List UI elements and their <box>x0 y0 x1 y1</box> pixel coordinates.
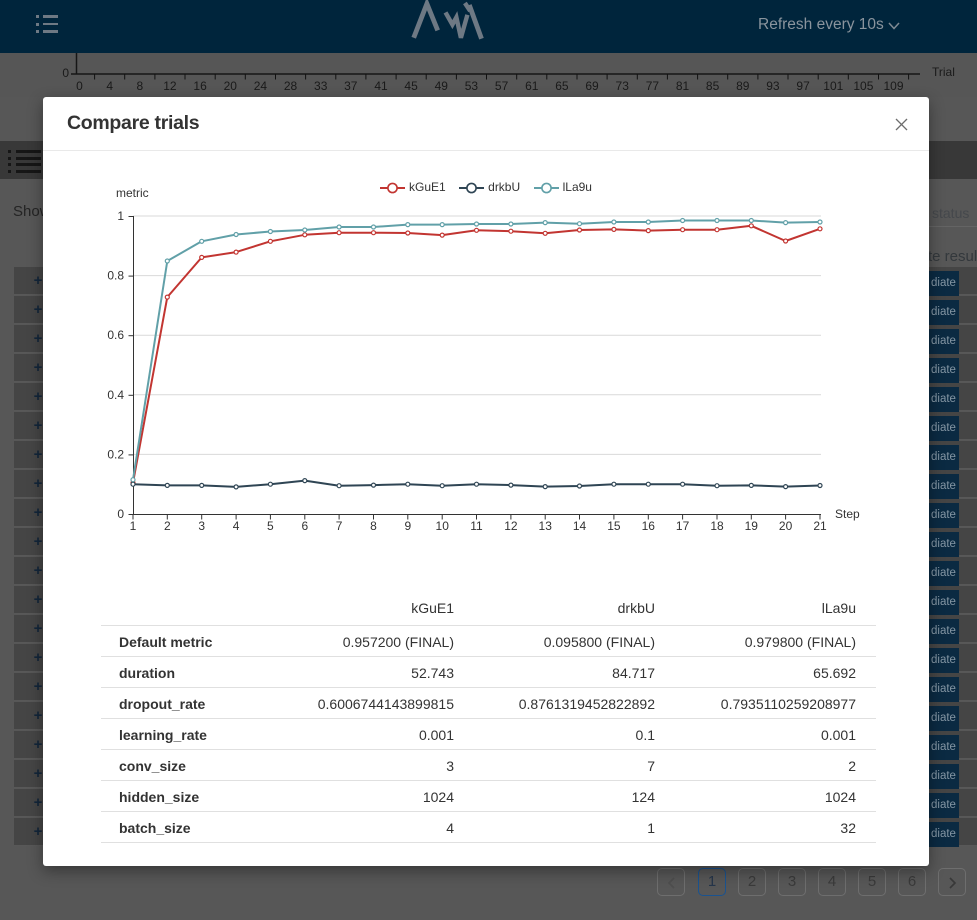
svg-text:73: 73 <box>616 79 630 93</box>
svg-text:Step: Step <box>835 507 860 521</box>
svg-text:41: 41 <box>374 79 388 93</box>
svg-text:33: 33 <box>314 79 328 93</box>
svg-text:69: 69 <box>585 79 599 93</box>
svg-text:1: 1 <box>117 209 124 223</box>
svg-text:15: 15 <box>607 519 621 533</box>
svg-text:0.2: 0.2 <box>107 447 124 461</box>
svg-text:0.6: 0.6 <box>107 328 124 342</box>
svg-text:21: 21 <box>813 519 827 533</box>
svg-text:20: 20 <box>779 519 793 533</box>
svg-text:5: 5 <box>267 519 274 533</box>
svg-text:6: 6 <box>301 519 308 533</box>
svg-text:85: 85 <box>706 79 720 93</box>
svg-text:0: 0 <box>117 507 124 521</box>
svg-text:0: 0 <box>76 79 83 93</box>
svg-text:10: 10 <box>436 519 450 533</box>
svg-text:61: 61 <box>525 79 539 93</box>
svg-text:12: 12 <box>163 79 177 93</box>
svg-text:1: 1 <box>130 519 137 533</box>
svg-text:24: 24 <box>254 79 268 93</box>
svg-text:89: 89 <box>736 79 750 93</box>
svg-text:16: 16 <box>193 79 207 93</box>
svg-text:37: 37 <box>344 79 358 93</box>
svg-text:16: 16 <box>642 519 656 533</box>
svg-text:8: 8 <box>370 519 377 533</box>
svg-text:4: 4 <box>233 519 240 533</box>
svg-text:28: 28 <box>284 79 298 93</box>
svg-text:53: 53 <box>465 79 479 93</box>
svg-text:45: 45 <box>404 79 418 93</box>
svg-text:3: 3 <box>198 519 205 533</box>
svg-text:109: 109 <box>883 79 903 93</box>
svg-text:81: 81 <box>676 79 690 93</box>
svg-text:14: 14 <box>573 519 587 533</box>
svg-text:97: 97 <box>796 79 810 93</box>
svg-text:65: 65 <box>555 79 569 93</box>
svg-text:0.4: 0.4 <box>107 388 124 402</box>
svg-text:12: 12 <box>504 519 518 533</box>
svg-text:77: 77 <box>646 79 660 93</box>
svg-text:49: 49 <box>435 79 449 93</box>
svg-text:8: 8 <box>136 79 143 93</box>
svg-text:17: 17 <box>676 519 690 533</box>
svg-text:93: 93 <box>766 79 780 93</box>
svg-text:Trial: Trial <box>932 65 955 79</box>
svg-text:20: 20 <box>224 79 238 93</box>
svg-text:19: 19 <box>745 519 759 533</box>
svg-text:11: 11 <box>470 519 483 533</box>
svg-text:4: 4 <box>106 79 113 93</box>
svg-text:7: 7 <box>336 519 343 533</box>
svg-text:2: 2 <box>164 519 171 533</box>
svg-text:9: 9 <box>404 519 411 533</box>
svg-text:0.8: 0.8 <box>107 269 124 283</box>
svg-text:105: 105 <box>853 79 873 93</box>
svg-text:18: 18 <box>710 519 724 533</box>
svg-text:101: 101 <box>823 79 843 93</box>
svg-text:57: 57 <box>495 79 509 93</box>
svg-text:0: 0 <box>62 66 69 80</box>
svg-text:13: 13 <box>539 519 553 533</box>
